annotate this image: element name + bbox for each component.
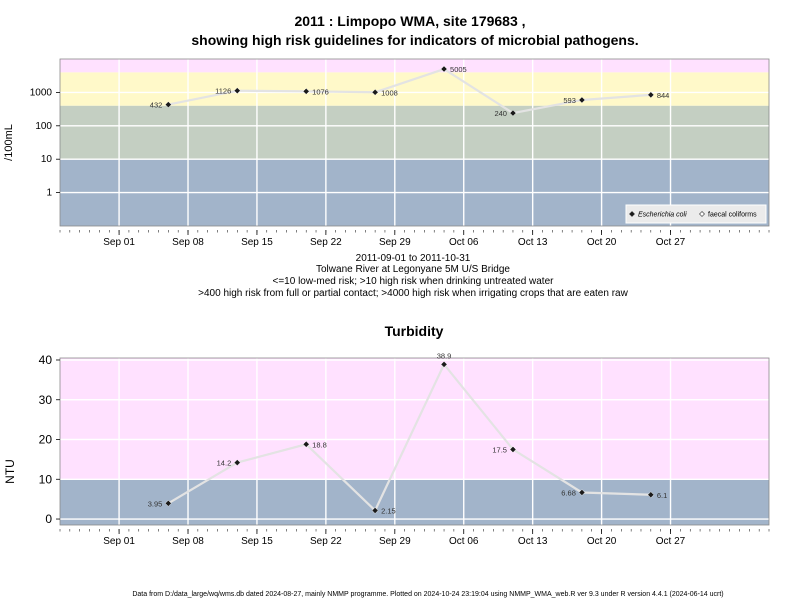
data-point (647, 491, 655, 499)
x-tick-label: Sep 01 (103, 536, 135, 547)
data-point (440, 65, 448, 73)
subtitle-line-3: <=10 low-med risk; >10 high risk when dr… (273, 276, 555, 287)
x-tick-label: Oct 20 (587, 536, 617, 547)
x-tick-label: Oct 06 (449, 237, 479, 248)
data-point (233, 87, 241, 94)
plot-frame (59, 357, 770, 526)
x-tick-label: Oct 20 (587, 237, 617, 248)
x-tick-label: Sep 22 (310, 237, 342, 248)
data-label: 2.15 (381, 506, 396, 515)
data-label: 17.5 (492, 445, 507, 454)
subtitle-line-2: Tolwane River at Legonyane 5M U/S Bridge (316, 264, 510, 275)
series-line (168, 67, 651, 115)
data-label: 18.8 (312, 440, 327, 449)
y-tick-label: 0 (45, 512, 52, 526)
data-label: 1076 (312, 87, 329, 96)
legend-label: faecal coliforms (708, 212, 757, 219)
data-label: 240 (494, 109, 507, 118)
series-line (167, 362, 651, 513)
x-tick-label: Oct 13 (518, 237, 548, 248)
data-point (578, 96, 586, 104)
microbial-panel: 1 10 100 1000/100mL Sep 01 Sep 08 Sep 15 Sep 22… (3, 58, 770, 248)
data-label: 3.95 (148, 499, 163, 508)
data-point (647, 91, 655, 99)
data-point (233, 459, 241, 466)
y-tick-label: 40 (39, 353, 53, 367)
data-label: 38.9 (437, 351, 452, 360)
legend-marker-open-diamond (699, 211, 705, 217)
plot-frame (59, 58, 770, 227)
data-point (302, 441, 310, 448)
risk-band-3 (60, 59, 769, 73)
main-title-line2: showing high risk guidelines for indicat… (191, 32, 638, 48)
x-tick-label: Sep 15 (241, 237, 273, 248)
data-point (165, 500, 172, 507)
x-tick-label: Oct 27 (656, 237, 686, 248)
risk-band-0 (60, 479, 769, 525)
y-axis-title: NTU (3, 459, 17, 484)
data-point (371, 89, 379, 96)
data-point (509, 109, 517, 117)
data-label: 6.1 (657, 491, 667, 500)
legend-marker-filled-diamond (629, 211, 635, 217)
data-label: 5005 (450, 65, 467, 74)
x-tick-label: Sep 08 (172, 536, 204, 547)
x-tick-label: Sep 15 (241, 536, 273, 547)
y-tick-label: 100 (35, 121, 52, 132)
plot-area (60, 358, 769, 525)
data-point (302, 88, 310, 95)
x-tick-label: Oct 27 (656, 536, 686, 547)
data-point (509, 446, 517, 453)
legend-label: Escherichia coli (638, 212, 687, 219)
x-tick-label: Sep 29 (379, 536, 411, 547)
data-point (578, 489, 586, 496)
x-tick-label: Sep 22 (310, 536, 342, 547)
data-label: 1126 (215, 87, 231, 96)
x-tick-label: Sep 08 (172, 237, 204, 248)
data-label: 432 (150, 101, 163, 110)
y-tick-label: 30 (39, 393, 53, 407)
data-label: 6.68 (561, 488, 576, 497)
footer-note: Data from D:/data_large/wq/wms.db dated … (132, 591, 723, 598)
risk-band-1 (60, 358, 769, 480)
risk-band-1 (60, 105, 769, 160)
legend-box (625, 204, 767, 224)
data-label: 593 (563, 96, 576, 105)
data-point (440, 361, 448, 368)
main-title-line1: 2011 : Limpopo WMA, site 179683 , (294, 13, 525, 29)
data-label: 844 (657, 91, 670, 100)
data-label: 1008 (381, 88, 398, 97)
x-tick-label: Sep 01 (103, 237, 135, 248)
subtitle-line-1: 2011-09-01 to 2011-10-31 (356, 253, 471, 264)
y-tick-label: 10 (39, 472, 53, 486)
y-tick-label: 1 (46, 188, 52, 199)
y-tick-label: 1000 (30, 87, 53, 98)
y-tick-label: 20 (39, 433, 53, 447)
plot-area (60, 59, 769, 226)
x-tick-label: Oct 06 (449, 536, 479, 547)
x-tick-label: Oct 13 (518, 536, 548, 547)
risk-band-2 (60, 72, 769, 106)
y-axis-title: /100mL (3, 124, 15, 161)
turbidity-panel: 0 10 20 30 40 NTU Sep 01 Sep 08 Sep 15 Sep 22 Sep … (3, 351, 770, 547)
turbidity-title: Turbidity (385, 323, 444, 339)
x-tick-label: Sep 29 (379, 237, 411, 248)
data-point (165, 101, 172, 108)
legend: Escherichia coli faecal coliforms (625, 204, 767, 224)
data-label: 14.2 (217, 459, 232, 468)
y-tick-label: 10 (41, 154, 53, 165)
subtitle-line-4: >400 high risk from full or partial cont… (198, 288, 628, 299)
data-point (371, 507, 379, 514)
